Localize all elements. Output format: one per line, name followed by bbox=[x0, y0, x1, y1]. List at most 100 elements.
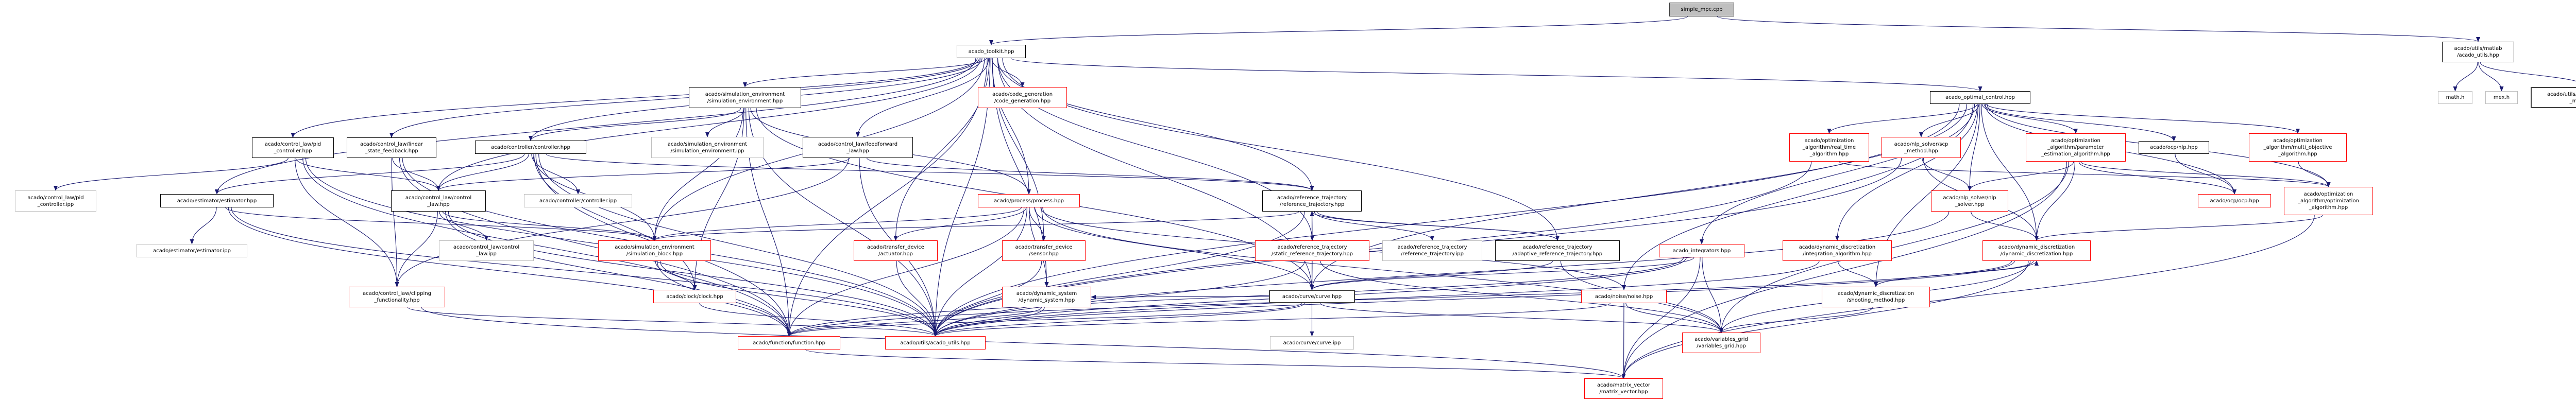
graph-node-control-law[interactable]: acado/control_law/control _law.hpp bbox=[391, 190, 486, 212]
graph-node-ref-traj[interactable]: acado/reference_trajectory /reference_tr… bbox=[1262, 190, 1362, 212]
graph-node-utils[interactable]: acado/utils/acado_utils.hpp bbox=[885, 336, 986, 349]
edge-control_law-to-clipping bbox=[395, 211, 438, 287]
node-label: acado/noise/noise.hpp bbox=[1595, 293, 1653, 300]
graph-node-ns-macros[interactable]: acado/utils/acado_namespace _macros.hpp bbox=[2531, 87, 2576, 108]
graph-node-control-law-ipp[interactable]: acado/control_law/control _law.ipp bbox=[439, 240, 534, 261]
edge-optimal_control-to-real_time bbox=[1827, 103, 1978, 134]
edge-curve-to-function bbox=[787, 303, 1302, 337]
edge-process-to-function bbox=[787, 207, 1025, 337]
graph-node-scp[interactable]: acado/nlp_solver/scp _method.hpp bbox=[1882, 137, 1961, 158]
edge-process-to-vars_grid bbox=[1042, 207, 1723, 333]
edge-integrators-to-vars_grid bbox=[1702, 257, 1723, 333]
edge-clipping-to-matrix_vector bbox=[421, 307, 1626, 379]
node-label: acado/dynamic_discretization /shooting_m… bbox=[1837, 291, 1914, 303]
graph-node-controller[interactable]: acado/controller/controller.hpp bbox=[475, 141, 586, 154]
graph-node-math-h[interactable]: math.h bbox=[2438, 91, 2472, 104]
graph-node-sensor[interactable]: acado/transfer_device /sensor.hpp bbox=[1002, 240, 1086, 261]
graph-node-ref-traj-ipp[interactable]: acado/reference_trajectory /reference_tr… bbox=[1382, 240, 1482, 261]
node-label: acado/reference_trajectory /reference_tr… bbox=[1397, 244, 1467, 257]
node-label: acado/nlp_solver/nlp _solver.hpp bbox=[1943, 195, 1996, 207]
edge-integrators-to-curve bbox=[1310, 257, 1694, 290]
edge-integrators-to-function bbox=[787, 257, 1684, 337]
graph-node-noise[interactable]: acado/noise/noise.hpp bbox=[1581, 290, 1667, 303]
graph-node-toolkit[interactable]: acado_toolkit.hpp bbox=[957, 45, 1026, 58]
edge-sim_env-to-controller bbox=[529, 108, 741, 141]
graph-node-dyn-disc[interactable]: acado/dynamic_discretization /dynamic_di… bbox=[1982, 240, 2091, 261]
edge-param_est-to-vars_grid bbox=[1719, 161, 2069, 333]
graph-node-actuator[interactable]: acado/transfer_device /actuator.hpp bbox=[854, 240, 938, 261]
graph-node-mex-h[interactable]: mex.h bbox=[2485, 91, 2518, 104]
edge-static_ref-to-ref_traj bbox=[1310, 211, 1314, 241]
edge-control_law-to-control_law_ipp bbox=[439, 211, 488, 241]
edge-feedforward-to-control_law bbox=[436, 158, 850, 191]
graph-node-real-time[interactable]: acado/optimization _algorithm/real_time … bbox=[1789, 133, 1869, 162]
graph-node-controller-ipp[interactable]: acado/controller/controller.ipp bbox=[524, 194, 632, 207]
graph-node-clock[interactable]: acado/clock/clock.hpp bbox=[653, 290, 736, 303]
edge-toolkit-to-function bbox=[787, 58, 988, 337]
graph-node-curve-ipp[interactable]: acado/curve/curve.ipp bbox=[1270, 336, 1354, 349]
edge-shooting-to-dyn_disc bbox=[1875, 260, 2039, 287]
graph-node-sim-env[interactable]: acado/simulation_environment /simulation… bbox=[689, 87, 801, 108]
edge-adaptive_ref-to-curve bbox=[1310, 260, 1553, 290]
graph-node-matrix-vector[interactable]: acado/matrix_vector /matrix_vector.hpp bbox=[1584, 378, 1663, 399]
edge-nlp_solver-to-utils bbox=[933, 211, 1950, 337]
edge-toolkit-to-sensor bbox=[992, 58, 1046, 241]
edge-noise-to-vars_grid bbox=[1625, 303, 1723, 333]
edge-ref_traj-to-sim_block bbox=[652, 211, 1299, 241]
node-label: acado_optimal_control.hpp bbox=[1945, 95, 2015, 100]
graph-node-integration-alg[interactable]: acado/dynamic_discretization /integratio… bbox=[1783, 240, 1892, 261]
edge-toolkit-to-optimal_control bbox=[1010, 58, 1982, 92]
graph-node-vars-grid[interactable]: acado/variables_grid /variables_grid.hpp bbox=[1682, 333, 1760, 353]
graph-node-function[interactable]: acado/function/function.hpp bbox=[738, 336, 840, 349]
node-label: acado/transfer_device /sensor.hpp bbox=[1015, 244, 1073, 257]
graph-node-process[interactable]: acado/process/process.hpp bbox=[978, 194, 1080, 207]
edge-ref_traj-to-utils bbox=[933, 211, 1305, 337]
graph-node-adaptive-ref[interactable]: acado/reference_trajectory /adaptive_ref… bbox=[1495, 240, 1620, 261]
edge-ref_traj-to-ref_traj_ipp bbox=[1314, 211, 1434, 241]
edge-scp-to-nlp_solver bbox=[1922, 158, 1972, 191]
graph-node-opt-alg[interactable]: acado/optimization _algorithm/optimizati… bbox=[2284, 187, 2373, 215]
graph-node-curve[interactable]: acado/curve/curve.hpp bbox=[1269, 290, 1355, 303]
graph-node-estimator[interactable]: acado/estimator/estimator.hpp bbox=[160, 194, 274, 207]
node-label: acado/ocp/ocp.hpp bbox=[2210, 198, 2259, 204]
node-label: acado_toolkit.hpp bbox=[968, 48, 1014, 55]
edge-process-to-utils bbox=[933, 207, 1027, 337]
edge-dyn_sys-to-function bbox=[787, 307, 1042, 337]
node-label: acado/variables_grid /variables_grid.hpp bbox=[1694, 337, 1748, 349]
edge-process-to-actuator bbox=[893, 207, 1027, 241]
graph-node-dyn-sys[interactable]: acado/dynamic_system /dynamic_system.hpp bbox=[1002, 287, 1091, 307]
edge-feedforward-to-clipping bbox=[395, 158, 849, 287]
graph-node-param-est[interactable]: acado/optimization _algorithm/parameter … bbox=[2026, 133, 2126, 162]
graph-node-shooting[interactable]: acado/dynamic_discretization /shooting_m… bbox=[1822, 287, 1930, 307]
edge-pid-to-function bbox=[302, 158, 791, 337]
node-label: acado/control_law/pid _controller.ipp bbox=[27, 195, 84, 207]
edge-integration_alg-to-utils bbox=[933, 260, 1820, 337]
edge-optimal_control-to-integrators bbox=[1700, 103, 1975, 244]
edge-multi_obj-to-opt_alg bbox=[2298, 161, 2331, 187]
graph-node-clipping[interactable]: acado/control_law/clipping _functionalit… bbox=[349, 287, 445, 307]
graph-node-sim-env-ipp[interactable]: acado/simulation_environment /simulation… bbox=[651, 137, 764, 158]
edge-integrators-to-matrix_vector bbox=[1621, 257, 1701, 379]
edge-optimal_control-to-curve bbox=[1310, 103, 1968, 290]
edge-estimator-to-utils bbox=[231, 207, 938, 337]
graph-node-ocp-nlp[interactable]: acado/ocp/nlp.hpp bbox=[2139, 141, 2209, 154]
graph-node-matlab-utils[interactable]: acado/utils/matlab /acado_utils.hpp bbox=[2442, 42, 2514, 62]
graph-node-integrators[interactable]: acado_integrators.hpp bbox=[1659, 244, 1744, 257]
graph-node-simple-mpc[interactable]: simple_mpc.cpp bbox=[1669, 3, 1734, 16]
edge-controller-to-estimator bbox=[215, 153, 525, 195]
graph-node-feedforward[interactable]: acado/control_law/feedforward _law.hpp bbox=[803, 137, 913, 158]
graph-node-pid-ipp[interactable]: acado/control_law/pid _controller.ipp bbox=[15, 190, 96, 212]
graph-node-optimal-control[interactable]: acado_optimal_control.hpp bbox=[1930, 91, 2030, 104]
graph-node-pid[interactable]: acado/control_law/pid _controller.hpp bbox=[252, 137, 334, 158]
graph-node-multi-obj[interactable]: acado/optimization _algorithm/multi_obje… bbox=[2249, 133, 2347, 162]
node-label: acado/control_law/control _law.ipp bbox=[453, 244, 520, 257]
graph-node-ocp-ocp[interactable]: acado/ocp/ocp.hpp bbox=[2198, 194, 2271, 207]
graph-node-estimator-ipp[interactable]: acado/estimator/estimator.ipp bbox=[137, 244, 247, 257]
graph-node-code-gen[interactable]: acado/code_generation /code_generation.h… bbox=[978, 87, 1067, 108]
graph-node-nlp-solver[interactable]: acado/nlp_solver/nlp _solver.hpp bbox=[1931, 190, 2008, 212]
graph-node-lsf[interactable]: acado/control_law/linear _state_feedback… bbox=[347, 137, 436, 158]
graph-node-sim-block[interactable]: acado/simulation_environment /simulation… bbox=[598, 240, 711, 261]
graph-node-static-ref[interactable]: acado/reference_trajectory /static_refer… bbox=[1255, 240, 1369, 261]
edge-sim_env-to-sim_env_ipp bbox=[705, 108, 745, 137]
